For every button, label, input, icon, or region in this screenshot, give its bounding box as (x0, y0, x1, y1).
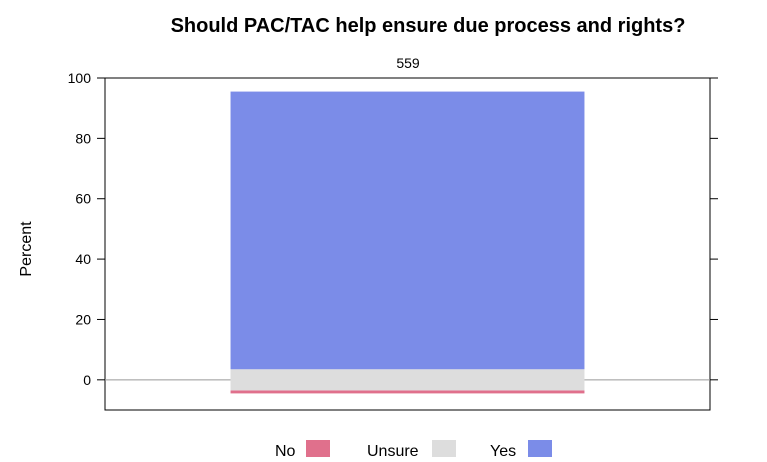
y-axis: 0 20 40 60 80 100 (68, 70, 718, 388)
bar-segment-unsure (230, 369, 585, 391)
legend-swatch-no (306, 440, 330, 457)
plot-frame (104, 77, 711, 411)
y-axis-label: Percent (18, 221, 35, 277)
y-tick-label: 40 (75, 251, 91, 267)
legend-swatch-unsure (432, 440, 456, 457)
y-tick-label: 20 (75, 311, 91, 327)
legend-swatch-yes (528, 440, 552, 457)
chart-title: Should PAC/TAC help ensure due process a… (171, 15, 686, 37)
panel-label: 559 (396, 55, 420, 71)
bar-segment-yes (230, 91, 585, 370)
y-tick-label: 0 (83, 372, 91, 388)
legend: No Unsure Yes (275, 440, 552, 460)
y-tick-label: 60 (75, 191, 91, 207)
legend-label-no: No (275, 443, 296, 460)
legend-label-yes: Yes (490, 443, 516, 460)
legend-label-unsure: Unsure (367, 443, 419, 460)
plot-area (105, 91, 710, 394)
bar-segment-no (230, 390, 585, 394)
y-tick-label: 100 (68, 70, 92, 86)
y-tick-label: 80 (75, 130, 91, 146)
